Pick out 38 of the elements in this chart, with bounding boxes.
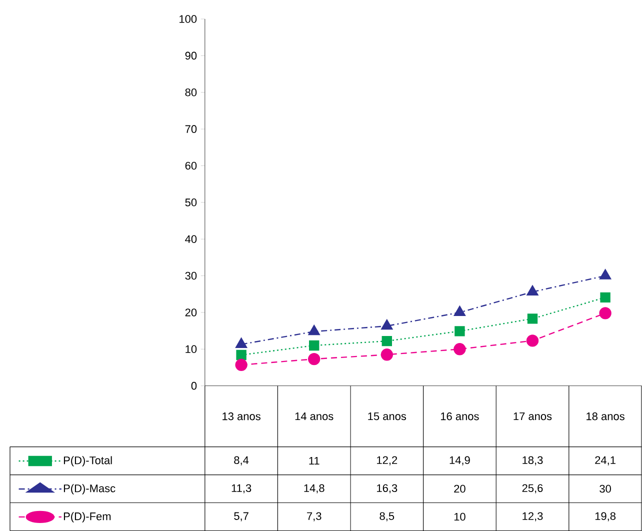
y-tick-label: 70 <box>185 125 197 133</box>
y-tick-label: 20 <box>185 308 197 316</box>
y-tick-label: 90 <box>185 52 197 60</box>
data-label: 25,6 <box>522 484 543 494</box>
y-tick-label: 0 <box>191 382 197 390</box>
data-label: 12,2 <box>377 456 398 466</box>
legend-label: P(D)-Fem <box>64 512 111 522</box>
x-tick-label: 17 anos <box>514 412 552 420</box>
data-label: 14,8 <box>304 484 324 494</box>
data-label: 30 <box>600 484 611 493</box>
data-label: 11,3 <box>232 484 252 494</box>
y-tick-label: 100 <box>180 15 197 23</box>
y-tick-label: 30 <box>185 272 197 280</box>
x-tick-label: 15 anos <box>368 412 406 420</box>
data-label: 24,1 <box>595 456 616 466</box>
data-label: 19,8 <box>595 512 616 522</box>
data-label: 16,3 <box>377 484 398 494</box>
data-label: 12,3 <box>522 512 543 522</box>
data-label: 5,7 <box>234 512 248 522</box>
legend-label: P(D)-Masc <box>64 484 116 494</box>
data-label: 18,3 <box>522 456 543 466</box>
data-label: 10 <box>454 512 466 521</box>
y-tick-label: 40 <box>185 235 197 243</box>
data-label: 14,9 <box>450 456 470 466</box>
x-tick-label: 14 anos <box>295 412 334 420</box>
data-label: 11 <box>309 456 320 465</box>
data-label: 8,4 <box>234 456 249 466</box>
y-tick-label: 80 <box>185 88 197 96</box>
y-tick-label: 10 <box>186 345 197 354</box>
x-tick-label: 18 anos <box>586 412 624 420</box>
data-label: 8,5 <box>380 512 394 522</box>
legend-label: P(D)-Total <box>64 456 112 466</box>
data-label: 20 <box>454 484 466 493</box>
x-tick-label: 16 anos <box>440 412 479 420</box>
y-tick-label: 50 <box>185 198 197 206</box>
data-label: 7,3 <box>307 512 322 522</box>
y-tick-label: 60 <box>185 162 197 170</box>
x-tick-label: 13 anos <box>222 412 260 420</box>
